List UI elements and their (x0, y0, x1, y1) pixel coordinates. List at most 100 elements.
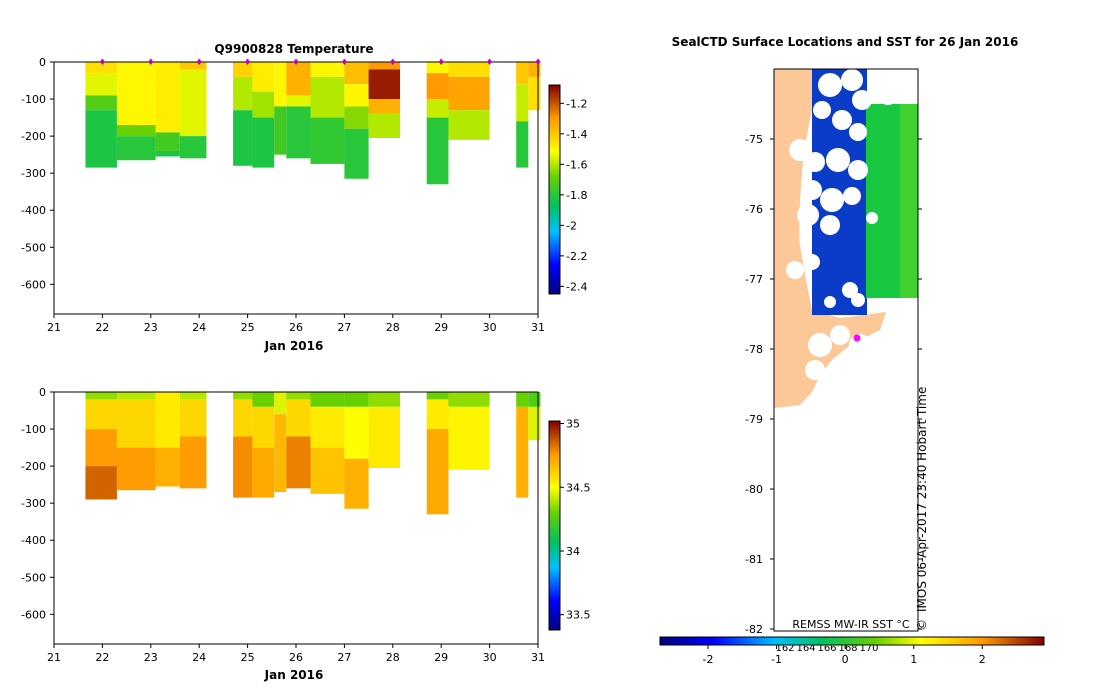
profile-band-2-2 (155, 150, 180, 157)
profile-band-11-2 (426, 99, 449, 118)
profile-marker: ♦ (195, 58, 203, 68)
map-clouds (786, 69, 912, 393)
profile-band-13-2 (516, 121, 529, 168)
profile-marker: ♦ (292, 58, 300, 68)
map-copyright: © (915, 619, 929, 631)
profile-band-13-0 (516, 392, 529, 407)
profile-band-0-2 (85, 429, 117, 467)
profile-marker: ♦ (486, 58, 494, 68)
profile-band-4-0 (233, 392, 253, 400)
temperature-chart: Q9900828 Temperature 0 -100 -200 -300 -400 -5… (21, 42, 587, 353)
profile-band-11-1 (426, 399, 449, 430)
profile-band-4-1 (233, 399, 253, 437)
profile-band-0-3 (85, 466, 117, 500)
y-tick-label: -200 (21, 460, 46, 473)
temperature-colorbar-ticks: -1.2 -1.4 -1.6 -1.8 -2 -2.2 -2.4 (560, 97, 587, 293)
profile-band-1-2 (116, 447, 156, 491)
x-tick-label: 29 (434, 321, 448, 334)
profile-band-8-2 (310, 447, 345, 494)
profile-band-10-2 (368, 99, 401, 114)
profile-band-4-0 (233, 62, 253, 77)
lat-tick-label: -81 (745, 553, 763, 566)
x-tick-label: 31 (531, 321, 545, 334)
x-tick-label: 21 (47, 321, 61, 334)
profile-band-10-0 (368, 62, 401, 70)
profile-band-0-3 (85, 110, 117, 168)
profile-band-12-0 (448, 62, 490, 77)
profile-band-7-0 (286, 392, 311, 400)
y-tick-label: -600 (21, 608, 46, 621)
x-tick-label: 21 (47, 651, 61, 664)
profile-band-5-2 (252, 117, 275, 168)
temperature-xlabel: Jan 2016 (264, 339, 324, 353)
profile-band-12-2 (448, 110, 490, 140)
colorbar-tick-label: -1.4 (566, 128, 587, 141)
profile-band-2-0 (155, 62, 180, 133)
map-lat-ticks: -75 -76 -77 -78 -79 -80 -81 -82 (745, 133, 922, 636)
profile-band-9-1 (344, 84, 369, 107)
salinity-chart: 0 -100 -200 -300 -400 -500 -600 21 22 23 24 25 26 27… (21, 386, 590, 682)
profile-band-6-0 (274, 62, 287, 107)
x-tick-label: 24 (192, 651, 206, 664)
profile-band-12-0 (448, 392, 490, 407)
colorbar-tick-label: -1.6 (566, 158, 587, 171)
profile-band-13-1 (516, 84, 529, 122)
profile-band-4-1 (233, 76, 253, 111)
profile-band-9-3 (344, 128, 369, 179)
profile-band-8-0 (310, 62, 345, 77)
lat-tick-label: -76 (745, 203, 763, 216)
temperature-y-ticks: 0 -100 -200 -300 -400 -500 -600 (21, 56, 54, 291)
profile-marker: ♦ (98, 58, 106, 68)
sst-map: SealCTD Surface Locations and SST for 26… (659, 35, 1045, 666)
profile-band-6-1 (274, 106, 287, 155)
profile-band-0-1 (85, 73, 117, 96)
profile-band-5-1 (252, 91, 275, 118)
profile-band-10-1 (368, 69, 401, 100)
profile-band-14-0 (528, 62, 541, 77)
map-title: SealCTD Surface Locations and SST for 26… (672, 35, 1019, 49)
profile-band-8-0 (310, 392, 345, 407)
x-tick-label: 30 (483, 651, 497, 664)
y-tick-label: -100 (21, 93, 46, 106)
profile-band-14-1 (528, 76, 541, 111)
profile-band-2-1 (155, 447, 180, 487)
x-tick-label: 24 (192, 321, 206, 334)
profile-band-1-1 (116, 125, 156, 137)
profile-band-9-2 (344, 106, 369, 129)
profile-band-3-2 (179, 436, 207, 489)
colorbar-tick-label: 35 (566, 418, 580, 431)
profile-band-5-1 (252, 406, 275, 448)
sst-colorbar-tick-label: -1 (771, 653, 782, 666)
profile-band-10-3 (368, 113, 401, 138)
profile-band-4-2 (233, 436, 253, 498)
colorbar-tick-label: 34.5 (566, 481, 591, 494)
x-tick-label: 30 (483, 321, 497, 334)
profile-band-13-0 (516, 62, 529, 85)
profile-band-10-0 (368, 392, 401, 407)
profile-band-2-1 (155, 132, 180, 151)
profile-band-1-0 (116, 392, 156, 400)
profile-band-5-0 (252, 62, 275, 92)
profile-band-9-2 (344, 458, 369, 509)
profile-band-7-1 (286, 399, 311, 437)
temperature-x-ticks: 21 22 23 24 25 26 27 28 29 30 31 (47, 314, 545, 334)
profile-band-7-2 (286, 436, 311, 489)
salinity-colorbar (548, 420, 561, 631)
sst-colorbar-tick-label: 0 (842, 653, 849, 666)
y-tick-label: -200 (21, 130, 46, 143)
temperature-profile-markers: ♦ ♦ ♦ ♦ ♦ ♦ ♦ ♦ ♦ ♦ (98, 58, 542, 68)
x-tick-label: 28 (386, 651, 400, 664)
x-tick-label: 28 (386, 321, 400, 334)
profile-band-14-1 (528, 406, 541, 441)
lon-tick-label: 162 (775, 643, 794, 654)
x-tick-label: 27 (337, 651, 351, 664)
profile-band-12-1 (448, 76, 490, 111)
profile-band-13-1 (516, 406, 529, 498)
y-tick-label: -400 (21, 204, 46, 217)
profile-band-1-0 (116, 62, 156, 125)
y-tick-label: -100 (21, 423, 46, 436)
profile-band-11-0 (426, 62, 449, 74)
profile-band-3-0 (179, 392, 207, 400)
profile-band-8-1 (310, 406, 345, 448)
salinity-x-ticks: 21 22 23 24 25 26 27 28 29 30 31 (47, 644, 545, 664)
